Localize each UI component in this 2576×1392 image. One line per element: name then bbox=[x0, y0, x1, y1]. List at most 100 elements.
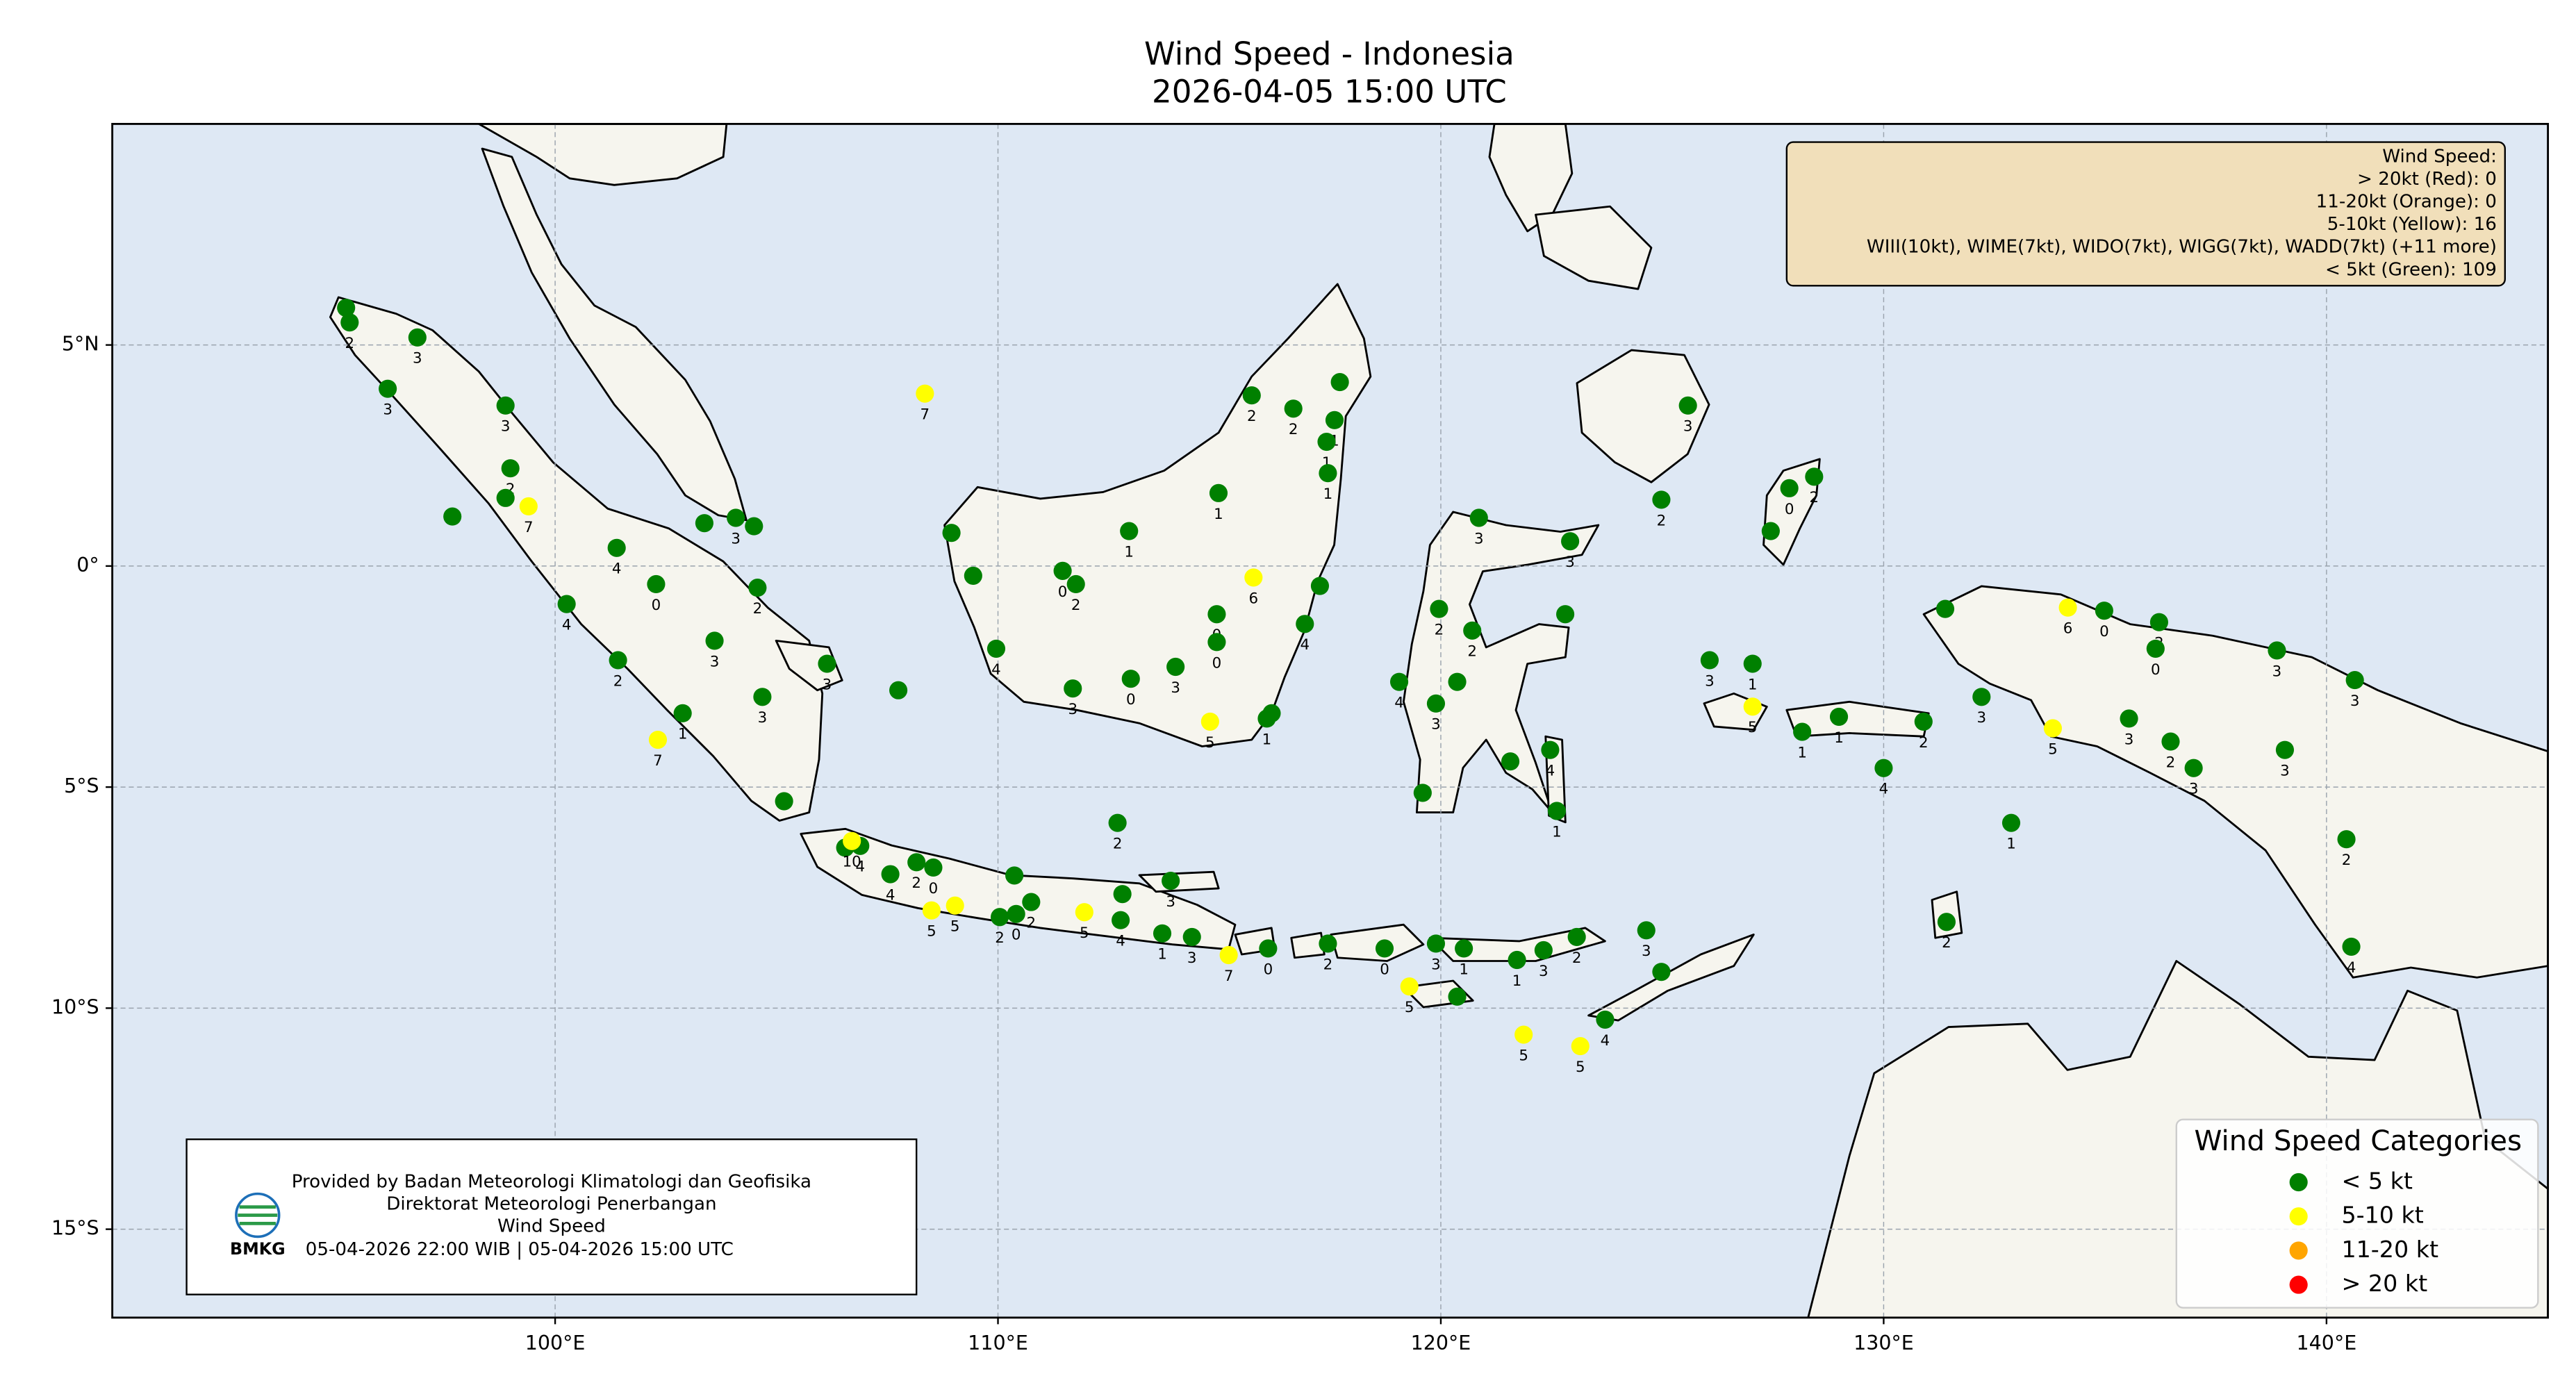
station-marker bbox=[1463, 621, 1482, 640]
station-marker bbox=[1652, 963, 1671, 981]
wind-value-label: 2 bbox=[995, 929, 1005, 947]
lombok bbox=[1290, 931, 1326, 959]
wind-value-label: 2 bbox=[1942, 934, 1951, 952]
station-marker bbox=[1053, 561, 1072, 580]
wind-value-label: 10 bbox=[843, 854, 861, 871]
x-tick-label: 100°E bbox=[525, 1332, 586, 1354]
wind-value-label: 7 bbox=[653, 752, 663, 770]
station-marker bbox=[1120, 522, 1139, 540]
wind-value-label: 5 bbox=[927, 923, 936, 941]
wind-value-label: 1 bbox=[678, 726, 688, 743]
legend-marker bbox=[2289, 1173, 2308, 1192]
station-marker bbox=[1075, 903, 1093, 922]
station-marker bbox=[1534, 941, 1553, 960]
philippines-visayas bbox=[1535, 205, 1653, 290]
wind-value-label: 4 bbox=[2347, 959, 2356, 977]
station-marker bbox=[1200, 712, 1219, 731]
x-tick-label: 110°E bbox=[968, 1332, 1028, 1354]
wind-value-label: 5 bbox=[2048, 740, 2058, 758]
info-line: > 20kt (Red): 0 bbox=[2357, 169, 2497, 190]
wind-value-label: 1 bbox=[1124, 544, 1134, 561]
info-line: 5-10kt (Yellow): 16 bbox=[2327, 214, 2497, 235]
legend-title: Wind Speed Categories bbox=[2194, 1124, 2522, 1157]
wind-value-label: 3 bbox=[1976, 709, 1986, 727]
wind-value-label: 4 bbox=[886, 886, 895, 904]
station-marker bbox=[2345, 671, 2364, 690]
station-marker bbox=[1319, 934, 1337, 953]
logo-text: BMKG bbox=[230, 1239, 286, 1259]
wind-value-label: 1 bbox=[2006, 836, 2016, 853]
wind-value-label: 7 bbox=[524, 519, 534, 536]
wind-value-label: 3 bbox=[1431, 716, 1441, 734]
x-tick-label: 140°E bbox=[2297, 1332, 2357, 1354]
station-marker bbox=[2149, 613, 2168, 631]
wind-value-label: 3 bbox=[1474, 530, 1484, 547]
wind-value-label: 2 bbox=[1657, 512, 1667, 529]
station-marker bbox=[1400, 977, 1419, 996]
wind-value-label: 4 bbox=[1394, 695, 1404, 712]
station-marker bbox=[1972, 688, 1991, 706]
station-marker bbox=[1244, 568, 1263, 587]
wind-value-label: 3 bbox=[2350, 693, 2360, 710]
wind-value-label: 4 bbox=[1116, 933, 1125, 950]
station-marker bbox=[1064, 679, 1082, 698]
wind-value-label: 3 bbox=[2280, 763, 2290, 780]
station-marker bbox=[496, 396, 515, 415]
wind-value-label: 2 bbox=[345, 335, 354, 352]
station-marker bbox=[557, 595, 576, 613]
station-marker bbox=[818, 654, 836, 673]
station-marker bbox=[922, 901, 941, 920]
station-marker bbox=[1596, 1010, 1615, 1029]
wind-value-label: 2 bbox=[2166, 754, 2176, 771]
wind-value-label: 3 bbox=[1565, 554, 1575, 571]
station-marker bbox=[519, 497, 538, 516]
wind-value-label: 7 bbox=[1224, 968, 1234, 985]
y-tick-label: 5°N bbox=[62, 333, 99, 356]
station-marker bbox=[1153, 924, 1172, 943]
station-marker bbox=[1259, 939, 1278, 958]
borneo bbox=[943, 283, 1372, 747]
wind-value-label: 4 bbox=[1601, 1032, 1610, 1050]
wind-value-label: 3 bbox=[2124, 731, 2134, 748]
station-marker bbox=[647, 574, 666, 594]
station-marker bbox=[753, 688, 772, 706]
wind-value-label: 4 bbox=[855, 859, 865, 876]
station-marker bbox=[916, 384, 934, 403]
y-tick-label: 10°S bbox=[51, 995, 99, 1018]
station-marker bbox=[1448, 987, 1467, 1006]
station-marker bbox=[340, 313, 359, 332]
station-marker bbox=[1567, 927, 1586, 946]
station-marker bbox=[443, 507, 462, 526]
station-marker bbox=[1413, 784, 1432, 802]
station-marker bbox=[1007, 904, 1025, 923]
wind-value-label: 3 bbox=[1431, 956, 1441, 973]
wind-value-label: 2 bbox=[1027, 915, 1037, 932]
station-marker bbox=[705, 631, 724, 650]
wind-value-label: 5 bbox=[1748, 719, 1758, 736]
wind-value-label: 0 bbox=[652, 597, 661, 614]
station-marker bbox=[1296, 615, 1314, 633]
station-marker bbox=[1430, 599, 1448, 618]
flores bbox=[1428, 927, 1606, 962]
info-line: < 5kt (Green): 109 bbox=[2325, 259, 2497, 280]
legend-frame bbox=[2175, 1118, 2539, 1309]
x-tick-label: 120°E bbox=[1411, 1332, 1471, 1354]
station-marker bbox=[889, 681, 908, 699]
wind-value-label: 1 bbox=[1552, 823, 1562, 840]
station-marker bbox=[1514, 1025, 1533, 1044]
wind-value-label: 0 bbox=[1264, 961, 1273, 978]
station-marker bbox=[2161, 732, 2180, 751]
station-marker bbox=[964, 566, 982, 585]
station-marker bbox=[748, 578, 767, 597]
station-marker bbox=[1793, 722, 1812, 741]
wind-value-label: 3 bbox=[1683, 418, 1693, 436]
station-marker bbox=[1780, 479, 1799, 497]
wind-value-label: 3 bbox=[1705, 672, 1715, 690]
credit-line: Provided by Badan Meteorologi Klimatolog… bbox=[292, 1172, 811, 1193]
wind-value-label: 3 bbox=[758, 709, 768, 727]
legend-marker bbox=[2289, 1241, 2308, 1260]
wind-value-label: 5 bbox=[1519, 1047, 1528, 1064]
station-marker bbox=[745, 517, 763, 536]
station-marker bbox=[607, 538, 626, 557]
station-marker bbox=[881, 865, 900, 884]
